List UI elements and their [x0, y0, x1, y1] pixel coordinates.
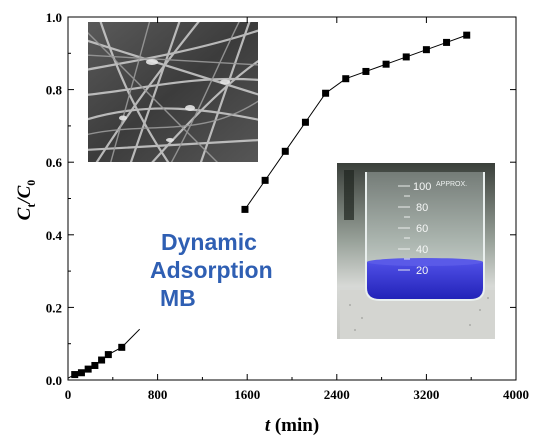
- data-point: [241, 205, 249, 213]
- beaker-mark-20: 20: [416, 265, 428, 277]
- y-tick-label: 0.4: [46, 228, 63, 243]
- data-point: [362, 67, 370, 75]
- data-point: [281, 147, 289, 155]
- data-point: [71, 371, 79, 379]
- beaker-mark-100: 100: [413, 181, 431, 193]
- sem-fiber-image: [88, 22, 258, 162]
- data-point: [104, 351, 112, 359]
- data-point: [382, 60, 390, 68]
- series-points: [71, 31, 471, 379]
- data-point: [322, 89, 330, 97]
- beaker-mark-60: 60: [416, 223, 428, 235]
- data-point: [261, 176, 269, 184]
- x-tick-label: 800: [148, 387, 168, 402]
- beaker-mark-80: 80: [416, 202, 428, 214]
- data-point: [77, 369, 85, 377]
- beaker-approx-text: APPROX.: [436, 181, 467, 188]
- annotation-line-2: Adsorption: [150, 257, 273, 283]
- annotation-line-3: MB: [160, 285, 196, 311]
- data-point: [118, 343, 126, 351]
- x-axis: 0 800 1600 2400 3200 4000: [65, 17, 529, 402]
- beaker-mark-40: 40: [416, 244, 428, 256]
- data-point: [463, 31, 471, 39]
- y-axis: 0.0 0.2 0.4 0.6 0.8 1.0: [46, 10, 516, 388]
- x-axis-title: t (min): [265, 415, 319, 436]
- data-point: [91, 361, 99, 369]
- data-point: [342, 75, 350, 83]
- x-tick-label: 3200: [413, 387, 439, 402]
- data-point: [402, 53, 410, 61]
- y-tick-label: 0.8: [46, 83, 63, 98]
- x-tick-label: 0: [65, 387, 72, 402]
- x-tick-label: 4000: [503, 387, 529, 402]
- data-point: [301, 118, 309, 126]
- y-axis-title: Ct/C0: [14, 180, 38, 221]
- data-point: [443, 38, 451, 46]
- y-tick-label: 0.0: [46, 373, 62, 388]
- y-tick-label: 0.2: [46, 300, 62, 315]
- annotation-line-1: Dynamic: [161, 229, 257, 255]
- data-point: [98, 356, 106, 364]
- y-tick-label: 1.0: [46, 10, 62, 25]
- x-tick-label: 1600: [234, 387, 260, 402]
- data-point: [84, 365, 92, 373]
- data-point: [422, 46, 430, 54]
- y-tick-label: 0.6: [46, 155, 63, 170]
- beaker-photo: 100 80 60 40 20 APPROX.: [337, 163, 495, 339]
- x-tick-label: 2400: [324, 387, 350, 402]
